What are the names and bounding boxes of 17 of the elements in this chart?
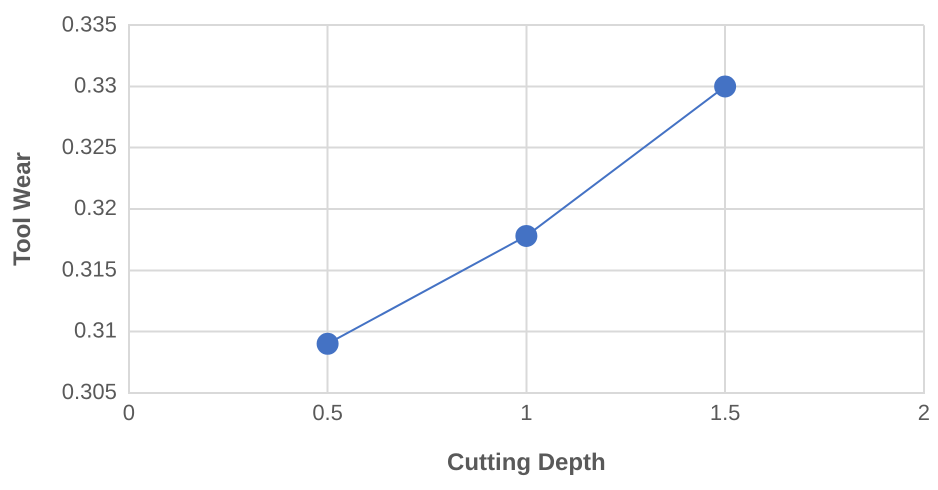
y-axis-title: Tool Wear [9, 152, 36, 266]
x-tick-label: 2 [918, 400, 930, 426]
y-tick-label: 0.335 [62, 11, 117, 36]
y-tick-label: 0.33 [74, 72, 117, 98]
point [714, 75, 736, 98]
x-tick-label: 0 [122, 400, 135, 426]
y-tick-label: 0.325 [62, 134, 117, 159]
y-tick-label: 0.315 [62, 256, 117, 282]
y-tick-label: 0.305 [62, 378, 117, 404]
x-tick-label: 1.5 [710, 400, 740, 426]
y-tick-label: 0.31 [74, 318, 117, 343]
y-tick-label: 0.32 [74, 195, 117, 220]
x-axis-title: Cutting Depth [447, 449, 606, 476]
point [316, 332, 339, 355]
x-tick-label: 1 [520, 400, 532, 426]
point [515, 224, 538, 247]
x-tick-label: 0.5 [312, 400, 343, 426]
